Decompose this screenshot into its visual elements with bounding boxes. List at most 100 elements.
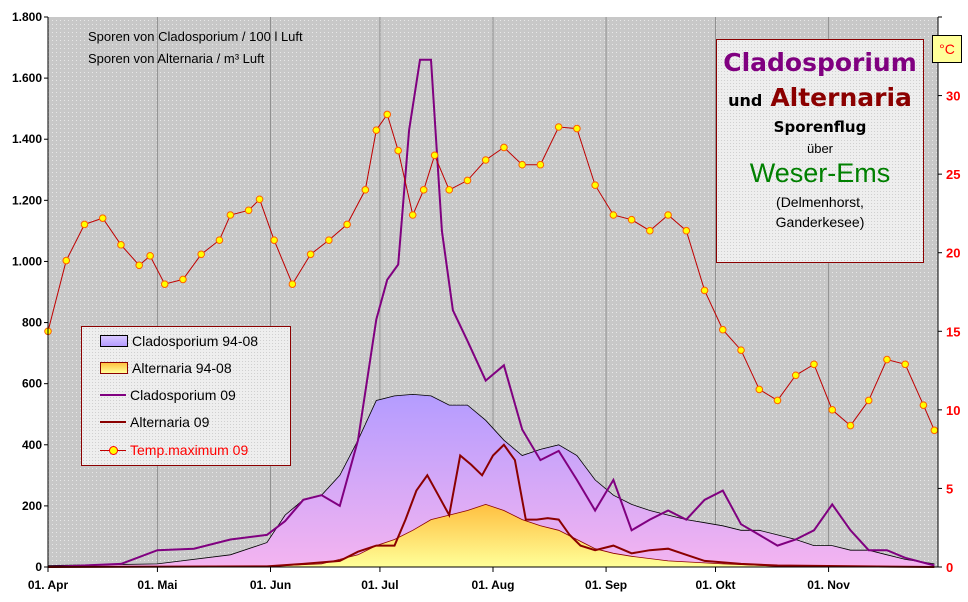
temp-marker	[430, 151, 439, 160]
temp-marker	[864, 396, 873, 405]
title-cladosporium: Cladosporium	[723, 48, 917, 77]
legend-swatch	[100, 421, 126, 423]
area-outline	[47, 503, 935, 568]
x-tick-label: 01. Nov	[807, 578, 850, 592]
temp-marker	[372, 126, 381, 134]
temp-marker	[226, 211, 235, 219]
temp-marker	[664, 211, 672, 219]
y-left-tick-label: 800	[22, 316, 42, 330]
x-tick-label: 01. Jun	[250, 578, 291, 592]
temp-marker	[481, 156, 490, 164]
legend-item-alt-mean: Alternaria 94-08	[82, 359, 232, 377]
temp-marker	[255, 195, 264, 204]
temp-marker	[160, 280, 169, 288]
y-right-tick-label: 30	[946, 89, 960, 104]
y-right-tick-label: 25	[946, 167, 960, 182]
y-left-tick-label: 1.800	[12, 10, 42, 24]
title-box: Cladosporium und Alternaria Sporenflug üb…	[716, 39, 924, 263]
temp-marker	[80, 220, 89, 229]
temp-marker	[773, 396, 782, 405]
temp-marker	[883, 355, 891, 364]
title-region: Weser-Ems	[749, 158, 891, 188]
temp-marker	[573, 124, 581, 133]
temp-marker	[288, 280, 297, 288]
y-left-tick-label: 1.400	[12, 132, 42, 146]
x-tick-label: 01. Jul	[361, 578, 398, 592]
temp-marker	[755, 385, 764, 394]
area-outline	[47, 393, 935, 566]
temp-marker	[306, 250, 315, 259]
legend-label: Alternaria 94-08	[132, 360, 232, 376]
temp-marker	[682, 226, 691, 235]
y-left-tick-label: 1.200	[12, 193, 42, 207]
legend-label: Cladosporium 09	[130, 387, 236, 403]
area-cladosporium-94-08	[48, 394, 935, 567]
title-place-1: (Delmenhorst,	[776, 194, 864, 210]
line-cladosporium-09	[47, 58, 935, 568]
temp-marker	[325, 236, 333, 244]
legend-swatch	[100, 362, 128, 374]
title-und: und	[728, 91, 763, 110]
y-right-tick-label: 10	[946, 403, 960, 418]
temp-marker	[215, 236, 224, 244]
temp-marker	[419, 186, 428, 194]
title-alternaria: Alternaria	[770, 83, 912, 112]
note-cladosporium-unit: Sporen von Cladosporium / 100 l Luft	[88, 29, 303, 44]
x-tick-label: 01. Aug	[472, 578, 515, 592]
x-tick-label: 01. Apr	[28, 578, 69, 592]
y-right-tick-label: 20	[946, 246, 960, 261]
legend-label: Cladosporium 94-08	[132, 333, 259, 349]
x-tick-label: 01. Okt	[695, 578, 735, 592]
temp-marker	[554, 123, 563, 131]
temp-marker	[901, 360, 909, 369]
temp-marker	[394, 146, 402, 155]
y-left-tick-label: 0	[35, 560, 42, 574]
legend-label: Temp.maximum 09	[130, 442, 249, 458]
temp-marker	[98, 214, 107, 222]
legend-swatch	[100, 335, 128, 347]
temp-marker	[408, 211, 417, 219]
x-tick-label: 01. Sep	[585, 578, 627, 592]
legend-swatch	[100, 445, 126, 455]
temp-marker	[445, 186, 454, 194]
y-left-tick-label: 1.000	[12, 254, 42, 268]
temp-marker	[591, 181, 599, 189]
title-sporenflug: Sporenflug	[773, 118, 867, 136]
temp-marker	[270, 236, 278, 244]
temp-marker	[718, 325, 727, 334]
temp-marker	[463, 176, 472, 185]
temp-marker	[361, 186, 370, 194]
legend-item-temp: Temp.maximum 09	[82, 441, 248, 459]
right-axis-unit: °C	[932, 35, 962, 63]
area-alternaria-94-08	[48, 504, 935, 567]
temp-marker	[117, 241, 125, 249]
legend: Cladosporium 94-08 Alternaria 94-08 Clad…	[81, 326, 291, 466]
temp-marker	[343, 220, 351, 229]
line-alternaria-09	[47, 443, 935, 568]
temp-marker	[930, 426, 939, 435]
legend-item-clad-mean: Cladosporium 94-08	[82, 332, 258, 350]
temp-marker	[737, 346, 745, 354]
y-left-tick-label: 600	[22, 377, 42, 391]
x-tick-label: 01. Mai	[137, 578, 177, 592]
temp-marker	[810, 360, 818, 369]
title-ueber: über	[806, 141, 834, 156]
temp-marker	[146, 252, 154, 260]
temp-marker	[791, 371, 800, 380]
temp-marker	[383, 110, 392, 119]
line-temp-maximum	[47, 113, 935, 431]
temp-marker	[500, 143, 508, 152]
temp-marker	[244, 206, 253, 215]
temp-marker	[609, 211, 618, 219]
temp-marker	[197, 250, 205, 259]
y-left-tick-label: 200	[22, 499, 42, 513]
legend-item-clad-09: Cladosporium 09	[82, 386, 236, 404]
temp-marker	[919, 401, 928, 409]
temp-marker	[536, 160, 545, 169]
temp-marker	[179, 275, 187, 284]
temp-marker	[62, 256, 71, 265]
temp-marker	[627, 215, 636, 224]
y-right-tick-label: 0	[946, 560, 953, 575]
legend-item-alt-09: Alternaria 09	[82, 413, 209, 431]
temp-marker	[700, 286, 709, 295]
